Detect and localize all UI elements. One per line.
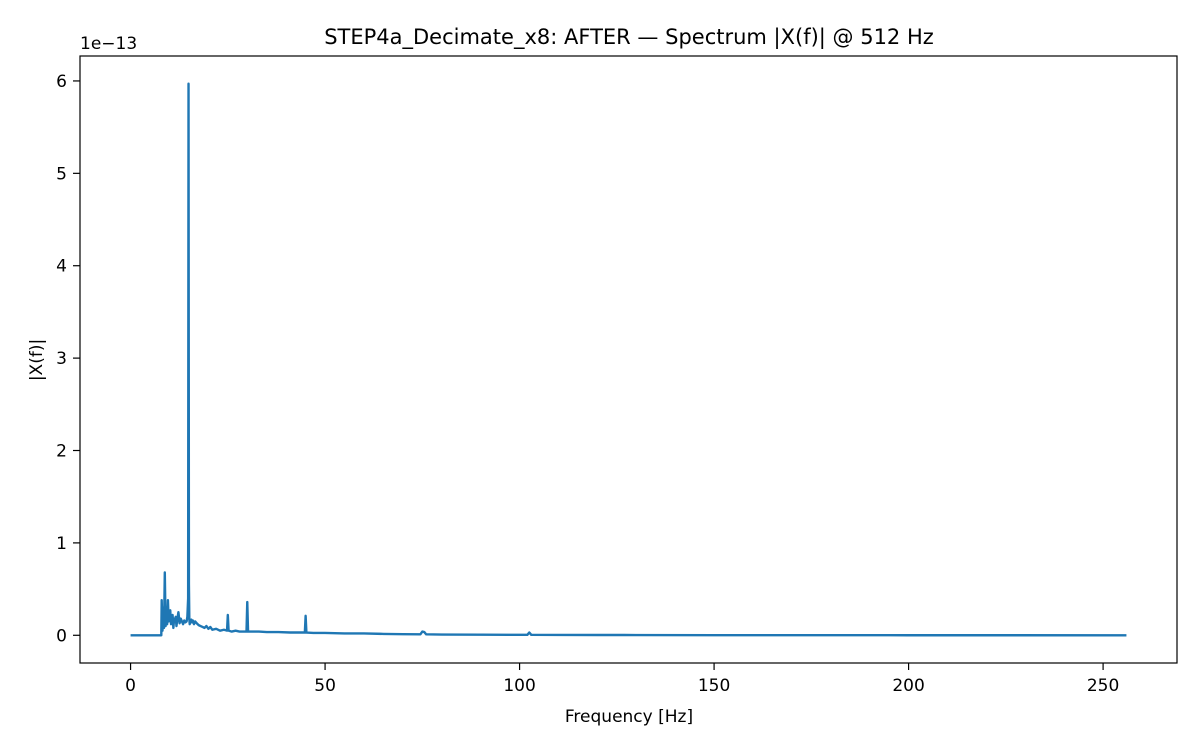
chart-title: STEP4a_Decimate_x8: AFTER — Spectrum |X(… (324, 25, 934, 50)
axes-frame (79, 55, 1178, 664)
x-tick-label: 0 (125, 676, 136, 696)
x-tick-label: 50 (314, 676, 336, 696)
y-tick-label: 1 (56, 534, 67, 554)
x-tick-label: 150 (698, 676, 730, 696)
y-tick-label: 4 (56, 257, 67, 277)
x-tick-label: 200 (892, 676, 924, 696)
series-layer (130, 82, 1127, 637)
x-tick-label: 100 (503, 676, 535, 696)
y-tick-label: 0 (56, 626, 67, 646)
y-tick-label: 6 (56, 72, 67, 92)
y-axis-label: |X(f)| (27, 339, 47, 381)
x-tick-label: 250 (1087, 676, 1119, 696)
y-tick-label: 2 (56, 442, 67, 462)
x-axis-label: Frequency [Hz] (565, 707, 693, 727)
ticks-layer: 0 50 100 150 200 250 0 1 2 3 4 5 6 (56, 72, 1119, 696)
y-tick-label: 5 (56, 164, 67, 184)
series-line-0 (130, 82, 1127, 637)
y-tick-label: 3 (56, 349, 67, 369)
y-offset-label: 1e−13 (80, 34, 137, 54)
